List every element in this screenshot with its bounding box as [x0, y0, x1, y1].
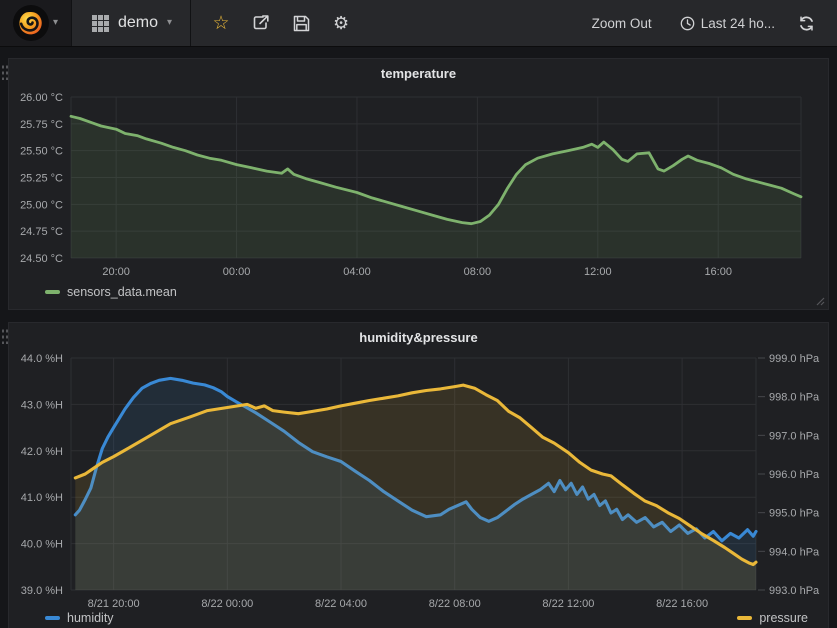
chevron-down-icon: ▾: [167, 17, 173, 28]
svg-text:24.75 °C: 24.75 °C: [20, 226, 63, 238]
svg-text:04:00: 04:00: [343, 266, 371, 278]
svg-text:24.50 °C: 24.50 °C: [20, 253, 63, 265]
grafana-logo-icon: [12, 5, 49, 41]
panel-resize-handle[interactable]: [815, 296, 825, 306]
axis-labels: 26.00 °C 25.75 °C 25.50 °C 25.25 °C 25.00 °C…: [20, 92, 732, 278]
legend-label: humidity: [67, 611, 114, 625]
refresh-button[interactable]: [789, 0, 823, 47]
svg-text:25.25 °C: 25.25 °C: [20, 173, 63, 185]
legend-marker: [45, 290, 60, 294]
navbar: ▾ demo ▾ ☆ ⚙ Zoo: [0, 0, 837, 47]
chevron-down-icon: ▾: [52, 17, 59, 28]
svg-text:998.0 hPa: 998.0 hPa: [769, 392, 820, 404]
svg-text:40.0 %H: 40.0 %H: [21, 539, 63, 551]
legend-item-pressure[interactable]: pressure: [737, 611, 808, 625]
dashboard-grid-icon: [92, 14, 109, 32]
svg-text:26.00 °C: 26.00 °C: [20, 92, 63, 104]
clock-icon: [680, 16, 695, 30]
svg-text:41.0 %H: 41.0 %H: [21, 492, 63, 504]
temperature-chart[interactable]: 26.00 °C 25.75 °C 25.50 °C 25.25 °C 25.00 °C…: [9, 59, 828, 309]
svg-text:8/22 16:00: 8/22 16:00: [656, 598, 708, 610]
series-pressure-fill: [75, 385, 757, 590]
svg-text:44.0 %H: 44.0 %H: [21, 353, 63, 365]
dashboard-title: demo: [118, 14, 159, 31]
svg-text:00:00: 00:00: [223, 266, 251, 278]
humidity-pressure-chart[interactable]: 44.0 %H 43.0 %H 42.0 %H 41.0 %H 40.0 %H 39.0 …: [9, 323, 828, 628]
save-icon: [293, 15, 309, 31]
svg-text:39.0 %H: 39.0 %H: [21, 585, 63, 597]
series-sensors_data.mean-fill: [71, 116, 801, 258]
svg-text:995.0 hPa: 995.0 hPa: [769, 508, 820, 520]
legend-label: pressure: [759, 611, 808, 625]
temperature-legend: sensors_data.mean: [45, 285, 177, 299]
panel-title-temperature[interactable]: temperature: [380, 66, 457, 81]
axis-labels: 44.0 %H 43.0 %H 42.0 %H 41.0 %H 40.0 %H 39.0 …: [21, 353, 820, 610]
svg-text:12:00: 12:00: [584, 266, 612, 278]
panel-temperature: temperature 26.00 °C 25.75 °C 25.50 °C 25.2…: [8, 58, 829, 310]
svg-text:8/22 08:00: 8/22 08:00: [429, 598, 481, 610]
star-button[interactable]: ☆: [201, 0, 241, 47]
svg-text:8/22 00:00: 8/22 00:00: [201, 598, 253, 610]
svg-text:43.0 %H: 43.0 %H: [21, 399, 63, 411]
grafana-menu-button[interactable]: ▾: [0, 0, 72, 46]
legend-item-humidity[interactable]: humidity: [45, 611, 114, 625]
panel-title-humidity-pressure[interactable]: humidity&pressure: [359, 330, 478, 345]
svg-text:42.0 %H: 42.0 %H: [21, 446, 63, 458]
legend-item-sensors_data.mean[interactable]: sensors_data.mean: [45, 285, 177, 299]
svg-text:25.75 °C: 25.75 °C: [20, 119, 63, 131]
share-icon: [253, 15, 269, 30]
legend-label: sensors_data.mean: [67, 285, 177, 299]
svg-text:8/21 20:00: 8/21 20:00: [88, 598, 140, 610]
dashboard-picker[interactable]: demo ▾: [72, 0, 192, 46]
panel-humidity-pressure: humidity&pressure 44.0 %H 43.0 %H 42.0 %H 4…: [8, 322, 829, 628]
svg-text:994.0 hPa: 994.0 hPa: [769, 546, 820, 558]
series-humidity-fill: [75, 378, 757, 590]
time-range-label: Last 24 ho...: [700, 15, 775, 31]
svg-text:993.0 hPa: 993.0 hPa: [769, 585, 820, 597]
svg-text:999.0 hPa: 999.0 hPa: [769, 353, 820, 365]
time-range-picker[interactable]: Last 24 ho...: [666, 16, 789, 31]
row-drag-handle[interactable]: [1, 64, 8, 80]
save-button[interactable]: [281, 0, 321, 47]
legend-marker: [737, 616, 753, 620]
star-icon: ☆: [212, 12, 230, 34]
svg-text:997.0 hPa: 997.0 hPa: [769, 430, 820, 442]
svg-text:25.00 °C: 25.00 °C: [20, 199, 63, 211]
series-pressure-line: [73, 383, 758, 567]
refresh-icon: [799, 15, 813, 31]
grid-lines: [70, 357, 757, 591]
grid-lines: [70, 96, 802, 259]
svg-text:996.0 hPa: 996.0 hPa: [769, 469, 820, 481]
humidity-pressure-legend: humidity pressure: [45, 611, 808, 625]
svg-text:8/22 04:00: 8/22 04:00: [315, 598, 367, 610]
row-drag-handle[interactable]: [1, 328, 8, 344]
share-button[interactable]: [241, 0, 281, 47]
svg-text:8/22 12:00: 8/22 12:00: [542, 598, 594, 610]
series-sensors_data.mean-line: [69, 114, 803, 226]
gear-icon: ⚙: [332, 13, 350, 33]
legend-marker: [45, 616, 60, 620]
zoom-out-button[interactable]: Zoom Out: [591, 15, 652, 31]
svg-text:25.50 °C: 25.50 °C: [20, 146, 63, 158]
svg-text:08:00: 08:00: [464, 266, 492, 278]
svg-text:20:00: 20:00: [102, 266, 130, 278]
series-humidity-line: [73, 376, 758, 543]
svg-text:16:00: 16:00: [704, 266, 732, 278]
settings-button[interactable]: ⚙: [321, 0, 361, 47]
